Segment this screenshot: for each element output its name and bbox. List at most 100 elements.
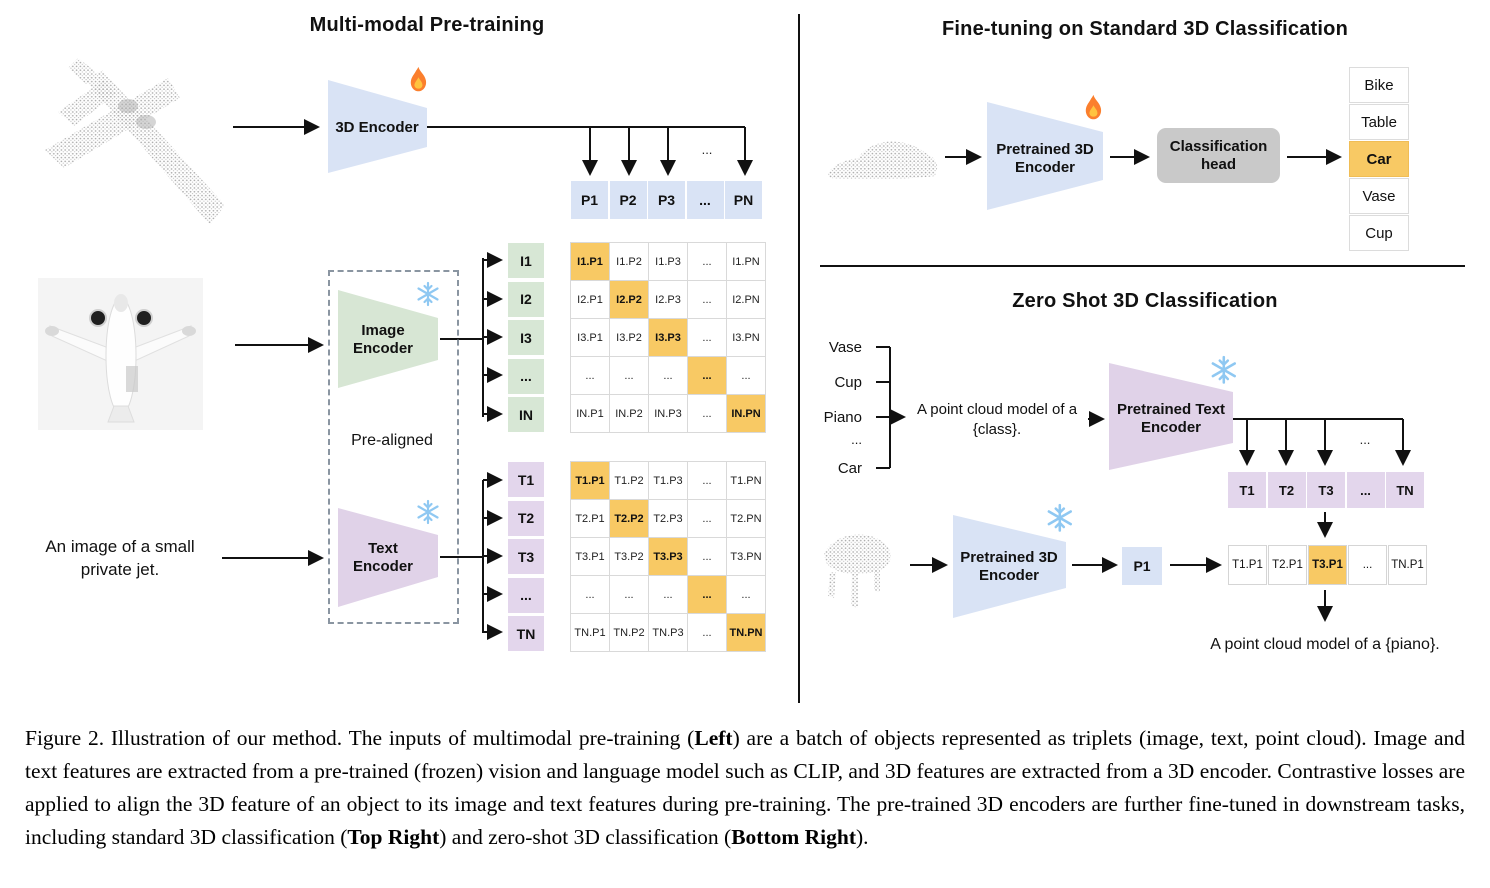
flame-icon — [1085, 94, 1102, 120]
class-cell-3: Vase — [1349, 178, 1409, 214]
i-matrix-cell-1-2: I2.P3 — [649, 281, 687, 318]
caption-segment-3: Top Right — [347, 825, 440, 849]
t-matrix-cell-4-3: ... — [688, 614, 726, 651]
i-matrix-cell-2-2: I3.P3 — [649, 319, 687, 356]
t-matrix-cell-1-0: T2.P1 — [571, 500, 609, 537]
class-cell-1: Table — [1349, 104, 1409, 140]
t-matrix-cell-1-3: ... — [688, 500, 726, 537]
car-point-cloud — [828, 141, 938, 180]
encoder-3d-label: 3D Encoder — [335, 119, 419, 136]
caption-segment-1: Left — [694, 726, 733, 750]
p-cell-1: P2 — [609, 181, 647, 219]
i-matrix-cell-4-4: IN.PN — [727, 395, 765, 432]
t-matrix-cell-2-2: T3.P3 — [649, 538, 687, 575]
t-matrix-cell-3-2: ... — [649, 576, 687, 613]
figure-caption: Figure 2. Illustration of our method. Th… — [25, 722, 1465, 854]
image-point-similarity-matrix: I1.P1 I1.P2 I1.P3... I1.PN I2.P1 I2.P2 I2.P3..… — [570, 242, 766, 433]
i-matrix-cell-2-3: ... — [688, 319, 726, 356]
i-matrix-cell-3-2: ... — [649, 357, 687, 394]
t-matrix-cell-1-2: T2.P3 — [649, 500, 687, 537]
p-cell-3: ... — [686, 181, 724, 219]
pretrained-3d-encoder-top-label: Pretrained 3D Encoder — [996, 141, 1094, 176]
t-matrix-cell-4-2: TN.P3 — [649, 614, 687, 651]
p-row-ellipsis: ... — [701, 142, 713, 157]
p-cell-2: P3 — [648, 181, 685, 219]
t-row-ellipsis: ... — [1359, 432, 1371, 447]
text-encoder-shape — [338, 508, 438, 607]
flame-icon — [410, 66, 427, 92]
p1-feature-cell: P1 — [1122, 547, 1162, 585]
t-matrix-cell-2-1: T3.P2 — [610, 538, 648, 575]
pretrained-3d-encoder-bottom-label: Pretrained 3D Encoder — [960, 549, 1058, 584]
jet-photo — [38, 278, 203, 430]
fine-tuning-section-title: Fine-tuning on Standard 3D Classificatio… — [941, 18, 1348, 40]
t-matrix-cell-2-4: T3.PN — [727, 538, 765, 575]
zs-class-4: Car — [837, 460, 862, 477]
i-matrix-cell-4-2: IN.P3 — [649, 395, 687, 432]
i-matrix-cell-1-0: I2.P1 — [571, 281, 609, 318]
image-text-prompt: An image of a small private jet. — [45, 537, 195, 579]
t-matrix-cell-0-2: T1.P3 — [649, 462, 687, 499]
t-label-cell-3: ... — [508, 577, 544, 613]
class-cell-2: Car — [1349, 141, 1409, 177]
pretrained-text-encoder-shape — [1109, 363, 1233, 470]
text-encoder-label: Text Encoder — [352, 540, 413, 575]
airplane-point-cloud — [45, 58, 225, 225]
t-matrix-cell-2-3: ... — [688, 538, 726, 575]
pretrained-3d-encoder-top-shape — [987, 102, 1103, 210]
t-label-cell-0: T1 — [508, 462, 544, 497]
t-label-cell-2: T3 — [508, 539, 544, 574]
t-matrix-cell-3-0: ... — [571, 576, 609, 613]
caption-segment-4: ) and zero-shot 3D classification ( — [439, 825, 732, 849]
text-feature-row: T1 T2 T3... TN — [1228, 472, 1424, 508]
i-matrix-cell-2-1: I3.P2 — [610, 319, 648, 356]
score-cell-1: T2.P1 — [1268, 545, 1307, 585]
pretrained-3d-encoder-bottom-shape — [953, 515, 1066, 618]
t-matrix-cell-1-1: T2.P2 — [610, 500, 648, 537]
i-matrix-cell-0-1: I1.P2 — [610, 243, 648, 280]
zs-class-0: Vase — [828, 339, 862, 356]
prompt-template-text: A point cloud model of a {class}. — [916, 401, 1078, 438]
i-matrix-cell-0-2: I1.P3 — [649, 243, 687, 280]
t-matrix-cell-0-3: ... — [688, 462, 726, 499]
left-section-title: Multi-modal Pre-training — [309, 14, 545, 36]
p-cell-4: PN — [725, 181, 762, 219]
i-label-cell-4: IN — [508, 397, 544, 432]
image-encoder-label: Image Encoder — [352, 322, 413, 357]
snowflake-icon — [417, 281, 439, 307]
t-matrix-cell-4-1: TN.P2 — [610, 614, 648, 651]
caption-segment-5: Bottom Right — [731, 825, 857, 849]
zs-class-1: Cup — [834, 374, 862, 391]
i-matrix-cell-1-3: ... — [688, 281, 726, 318]
snowflake-icon — [1211, 355, 1236, 384]
i-matrix-cell-2-0: I3.P1 — [571, 319, 609, 356]
i-matrix-cell-0-3: ... — [688, 243, 726, 280]
i-label-cell-2: I3 — [508, 320, 544, 355]
i-matrix-cell-3-4: ... — [727, 357, 765, 394]
i-matrix-cell-0-4: I1.PN — [727, 243, 765, 280]
snowflake-icon — [1047, 503, 1072, 532]
t-cell-1: T2 — [1267, 472, 1306, 508]
t-cell-0: T1 — [1228, 472, 1266, 508]
p-feature-row: P1 P2 P3... PN — [571, 181, 762, 219]
t-label-cell-4: TN — [508, 616, 544, 651]
i-label-cell-3: ... — [508, 358, 544, 394]
t-matrix-cell-0-4: T1.PN — [727, 462, 765, 499]
prealigned-dashed-box — [328, 270, 459, 624]
right-bottom-connectors — [876, 346, 1411, 622]
t-matrix-cell-0-1: T1.P2 — [610, 462, 648, 499]
t-matrix-cell-3-3: ... — [688, 576, 726, 613]
caption-segment-6: ). — [856, 825, 869, 849]
i-matrix-cell-4-3: ... — [688, 395, 726, 432]
p-cell-0: P1 — [571, 181, 608, 219]
t-matrix-cell-4-4: TN.PN — [727, 614, 765, 651]
score-cell-3: ... — [1348, 545, 1387, 585]
t-matrix-cell-1-4: T2.PN — [727, 500, 765, 537]
zero-shot-result-text: A point cloud model of a {piano}. — [1210, 636, 1440, 653]
score-cell-4: TN.P1 — [1388, 545, 1427, 585]
left-connectors — [222, 119, 753, 640]
i-matrix-cell-0-0: I1.P1 — [571, 243, 609, 280]
t-matrix-cell-3-4: ... — [727, 576, 765, 613]
